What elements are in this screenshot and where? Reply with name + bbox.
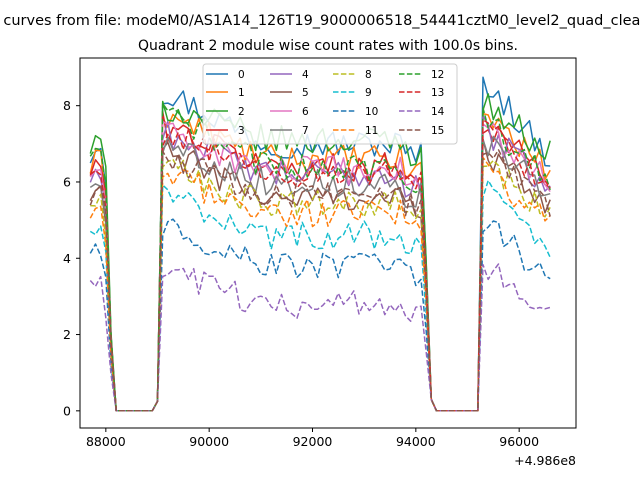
legend-label-3: 3 [238,125,245,137]
legend-label-9: 9 [365,87,372,99]
x-tick-label: 92000 [293,434,333,449]
y-tick-label: 6 [63,174,71,189]
x-tick-label: 96000 [499,434,539,449]
legend-label-8: 8 [365,69,372,81]
series-line-11 [89,156,551,412]
x-tick-label: 94000 [396,434,436,449]
legend-frame [202,63,458,145]
legend-label-0: 0 [238,69,245,81]
legend-label-6: 6 [302,106,309,118]
y-tick-label: 0 [63,403,71,418]
series-line-9 [89,179,551,412]
y-tick-label: 8 [63,98,71,113]
y-axis: 0 2 4 6 8 [63,98,80,418]
legend-label-5: 5 [302,87,309,99]
legend-label-4: 4 [302,69,309,81]
legend-label-2: 2 [238,106,245,118]
legend-label-11: 11 [365,125,378,137]
x-axis-offset-label: +4.986e8 [514,453,576,468]
figure-suptitle: Light curves from file: modeM0/AS1A14_12… [0,13,640,29]
series-layer [89,76,551,412]
legend-label-10: 10 [365,106,378,118]
legend-label-14: 14 [431,106,445,118]
x-tick-label: 88000 [86,434,126,449]
legend-label-15: 15 [431,125,444,137]
axes-frame [79,57,577,429]
legend-label-12: 12 [431,69,444,81]
legend-label-7: 7 [302,125,309,137]
x-axis: 88000 90000 92000 94000 96000 [86,428,539,449]
x-tick-label: 90000 [189,434,229,449]
legend-label-13: 13 [431,87,444,99]
legend-label-1: 1 [238,87,245,99]
chart-title: Quadrant 2 module wise count rates with … [138,38,518,54]
series-line-15 [89,149,551,412]
y-tick-label: 4 [63,251,71,266]
y-tick-label: 2 [63,327,71,342]
